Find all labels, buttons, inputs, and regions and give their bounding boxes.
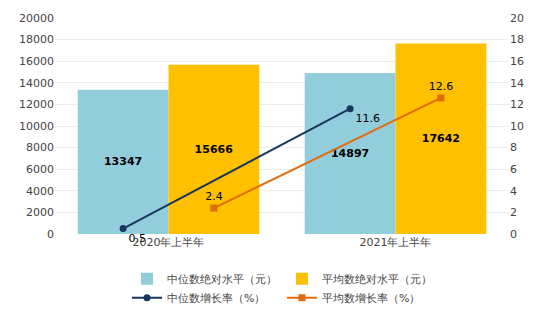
svg-text:4: 4 bbox=[510, 185, 517, 198]
svg-text:13347: 13347 bbox=[104, 155, 142, 168]
svg-text:6000: 6000 bbox=[26, 163, 54, 176]
svg-text:0: 0 bbox=[47, 228, 54, 241]
svg-text:6: 6 bbox=[510, 163, 517, 176]
svg-text:14897: 14897 bbox=[331, 147, 369, 160]
svg-text:2000: 2000 bbox=[26, 206, 54, 219]
svg-text:10000: 10000 bbox=[19, 120, 54, 133]
svg-text:2021年上半年: 2021年上半年 bbox=[360, 236, 432, 249]
svg-text:2.4: 2.4 bbox=[205, 190, 223, 203]
svg-text:中位数增长率（%）: 中位数增长率（%） bbox=[167, 292, 265, 305]
svg-text:12.6: 12.6 bbox=[429, 80, 454, 93]
svg-text:中位数绝对水平（元）: 中位数绝对水平（元） bbox=[167, 273, 277, 286]
svg-text:平均数增长率（%）: 平均数增长率（%） bbox=[322, 292, 420, 305]
svg-text:20000: 20000 bbox=[19, 12, 54, 25]
svg-text:15666: 15666 bbox=[195, 143, 234, 156]
svg-text:17642: 17642 bbox=[422, 132, 460, 145]
svg-text:平均数绝对水平（元）: 平均数绝对水平（元） bbox=[322, 273, 432, 286]
svg-text:16000: 16000 bbox=[19, 55, 54, 68]
svg-text:18: 18 bbox=[510, 33, 524, 46]
svg-text:12000: 12000 bbox=[19, 98, 54, 111]
svg-text:16: 16 bbox=[510, 55, 524, 68]
svg-text:14: 14 bbox=[510, 77, 524, 90]
svg-text:2: 2 bbox=[510, 206, 517, 219]
svg-text:0: 0 bbox=[510, 228, 517, 241]
svg-text:11.6: 11.6 bbox=[355, 112, 380, 125]
svg-text:4000: 4000 bbox=[26, 185, 54, 198]
svg-text:0.5: 0.5 bbox=[128, 232, 146, 245]
svg-text:20: 20 bbox=[510, 12, 524, 25]
svg-text:12: 12 bbox=[510, 98, 524, 111]
svg-text:18000: 18000 bbox=[19, 33, 54, 46]
svg-text:8: 8 bbox=[510, 141, 517, 154]
svg-text:10: 10 bbox=[510, 120, 524, 133]
svg-text:2020年上半年: 2020年上半年 bbox=[133, 236, 205, 249]
svg-text:14000: 14000 bbox=[19, 77, 54, 90]
svg-text:8000: 8000 bbox=[26, 141, 54, 154]
